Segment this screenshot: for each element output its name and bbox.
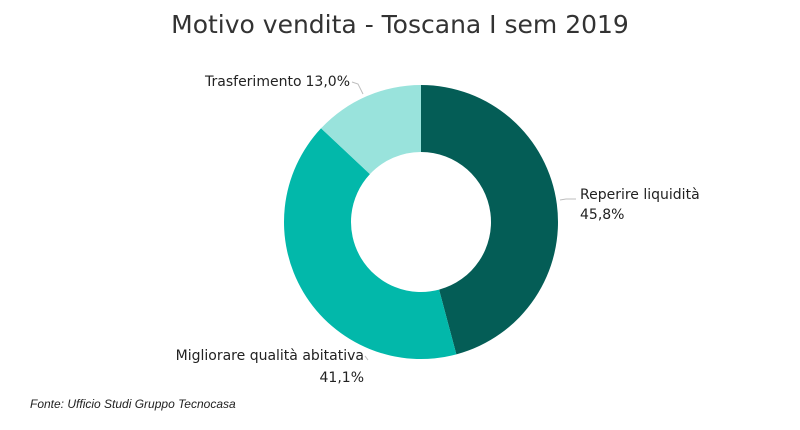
leader-line-trasferimento [351, 81, 364, 95]
slice-label-reperire-name: Reperire liquidità [580, 187, 700, 203]
leader-line-reperire [559, 198, 576, 201]
donut-slice-migliorare [284, 128, 457, 359]
slice-label-reperire-value: 45,8% [580, 207, 624, 223]
donut-slice-reperire [421, 85, 558, 355]
slice-label-trasferimento-value: 13,0% [306, 74, 350, 90]
slice-label-trasferimento: Trasferimento 13,0% [204, 74, 350, 90]
slice-label-migliorare-name: Migliorare qualità abitativa [176, 348, 364, 364]
source-note: Fonte: Ufficio Studi Gruppo Tecnocasa [30, 397, 236, 411]
chart-title: Motivo vendita - Toscana I sem 2019 [171, 10, 629, 39]
slice-label-trasferimento-name: Trasferimento [204, 74, 302, 90]
slice-label-migliorare-value: 41,1% [320, 370, 364, 386]
donut-slice-trasferimento [321, 85, 421, 175]
leader-line-migliorare [364, 355, 369, 361]
donut-slices [284, 85, 558, 359]
